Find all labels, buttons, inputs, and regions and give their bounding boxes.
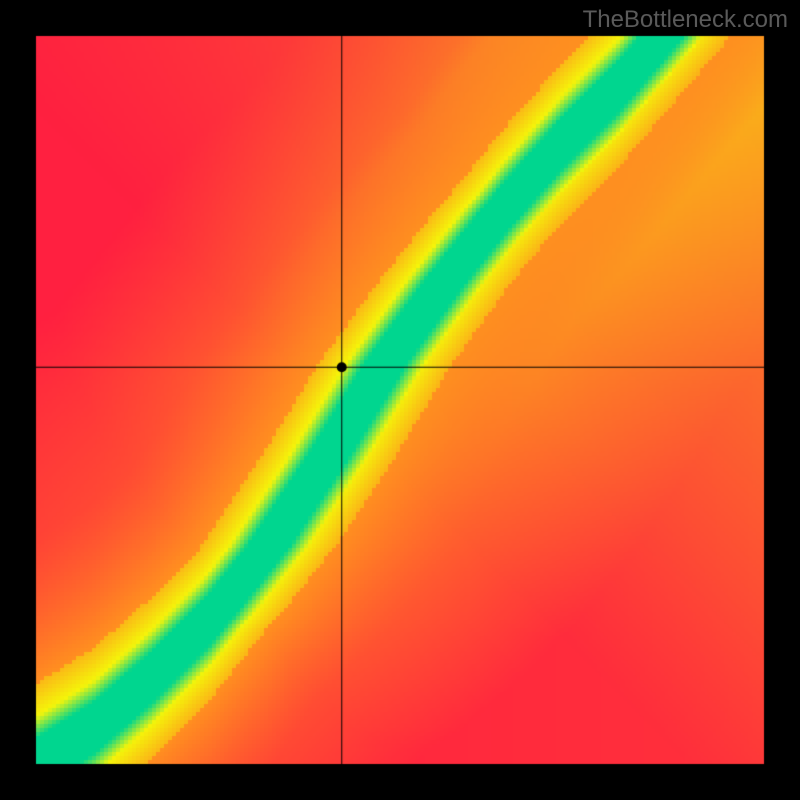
watermark-text: TheBottleneck.com bbox=[583, 6, 788, 34]
heatmap-canvas bbox=[0, 0, 800, 800]
chart-container: TheBottleneck.com bbox=[0, 0, 800, 800]
